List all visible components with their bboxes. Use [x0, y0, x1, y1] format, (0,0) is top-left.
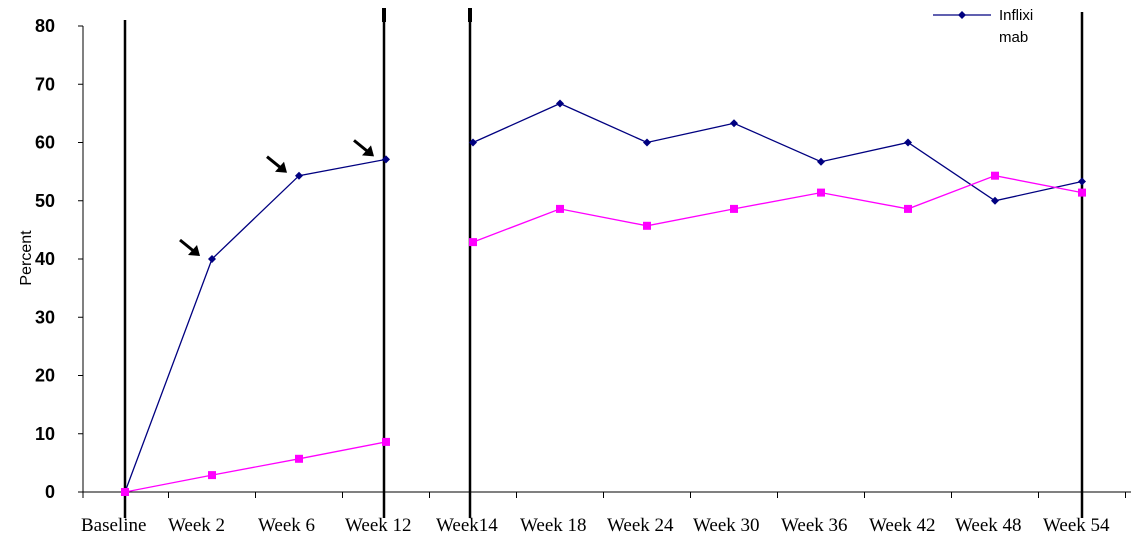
data-point-square — [817, 188, 825, 197]
x-tick-label: Week 54 — [1043, 515, 1110, 536]
comparison-series — [121, 171, 1086, 496]
annotation-arrow — [353, 139, 374, 157]
annotation-arrows — [179, 139, 374, 256]
y-tick-label: 80 — [35, 16, 55, 36]
annotation-arrow — [266, 155, 287, 173]
data-point-diamond — [1078, 177, 1086, 186]
y-tick-label: 40 — [35, 249, 55, 269]
y-axis: 0 10 20 30 40 50 60 70 80 — [35, 16, 84, 502]
x-tick-label: Baseline — [81, 515, 146, 536]
infliximab-series-line — [472, 102, 1083, 202]
comparison-series-line — [472, 175, 1083, 243]
legend-label: Inflixi — [999, 7, 1033, 24]
y-tick-label: 50 — [35, 191, 55, 211]
series-layer — [121, 99, 1086, 496]
data-point-square — [469, 238, 477, 247]
x-tick-label: Week 18 — [520, 515, 587, 536]
arrow-head — [188, 245, 200, 256]
y-tick-label: 10 — [35, 424, 55, 444]
data-point-square — [1078, 188, 1086, 197]
data-point-square — [556, 204, 564, 213]
infliximab-series — [121, 99, 1086, 496]
data-point-diamond — [817, 157, 825, 166]
x-tick-label: Week 24 — [607, 515, 674, 536]
data-point-square — [730, 204, 738, 213]
y-tick-label: 30 — [35, 307, 55, 327]
y-tick-label: 60 — [35, 133, 55, 153]
infliximab-series-line — [124, 158, 387, 493]
x-axis: Baseline Week 2 Week 6 Week 12 Week14 Week 18… — [81, 491, 1131, 536]
x-tick-label: Week 48 — [955, 515, 1022, 536]
data-point-diamond — [556, 99, 564, 108]
data-point-diamond — [904, 138, 912, 147]
data-point-diamond — [643, 138, 651, 147]
data-point-square — [208, 471, 216, 480]
y-tick-label: 70 — [35, 74, 55, 94]
x-tick-label: Week 6 — [258, 515, 315, 536]
data-point-square — [904, 204, 912, 213]
y-axis-label: Percent — [18, 230, 35, 286]
y-tick-label: 20 — [35, 366, 55, 386]
annotation-arrow — [179, 238, 200, 256]
x-tick-label: Week 2 — [168, 515, 225, 536]
data-point-diamond — [991, 196, 999, 205]
data-point-diamond — [469, 138, 477, 147]
data-point-square — [643, 221, 651, 230]
arrow-head — [275, 161, 287, 173]
data-point-diamond — [382, 155, 390, 164]
legend: Inflixi mab — [933, 7, 1033, 46]
x-tick-label: Week14 — [436, 515, 498, 536]
arrow-head — [362, 145, 374, 157]
comparison-series-line — [124, 441, 387, 493]
y-tick-label: 0 — [45, 482, 55, 502]
data-point-square — [295, 454, 303, 463]
x-tick-label: Week 30 — [693, 515, 760, 536]
data-point-square — [991, 171, 999, 180]
x-tick-label: Week 42 — [869, 515, 936, 536]
x-tick-label: Week 36 — [781, 515, 848, 536]
data-point-diamond — [208, 255, 216, 263]
data-point-diamond — [730, 119, 738, 128]
data-point-diamond — [295, 171, 303, 180]
data-point-square — [382, 437, 390, 446]
legend-marker — [958, 11, 966, 19]
x-tick-label: Week 12 — [345, 515, 412, 536]
period-dividers — [123, 8, 1084, 518]
legend-label: mab — [999, 29, 1028, 46]
data-point-square — [121, 488, 129, 496]
